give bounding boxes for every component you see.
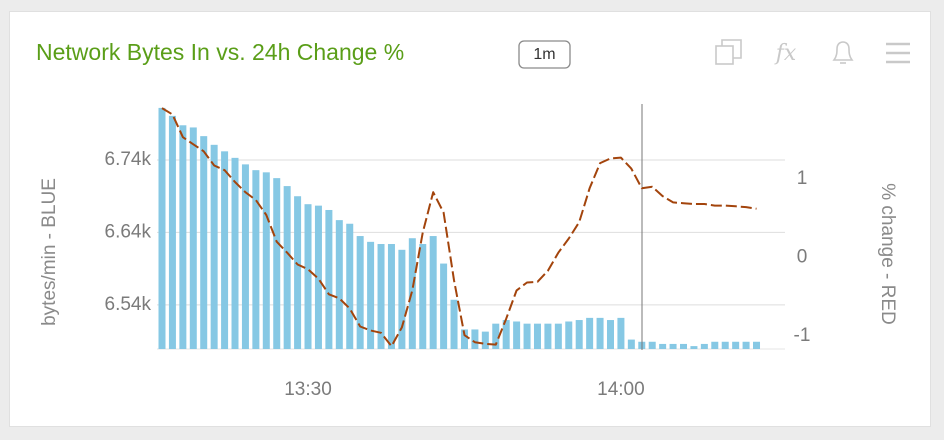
bar: [680, 343, 687, 349]
bar: [429, 236, 437, 349]
bar: [231, 157, 239, 349]
bar: [554, 323, 562, 349]
bar: [294, 196, 302, 349]
bar: [627, 339, 635, 349]
bar: [742, 341, 750, 349]
copy-icon[interactable]: [715, 39, 742, 65]
bar: [200, 136, 208, 349]
bar: [617, 317, 625, 349]
y-tick-label: 6.74k: [105, 149, 152, 170]
bar: [700, 343, 708, 349]
bar: [732, 341, 740, 349]
menu-icon[interactable]: [886, 42, 910, 64]
bar: [346, 223, 354, 349]
bar: [158, 107, 166, 349]
bar: [492, 323, 500, 349]
y-axis-label: bytes/min - BLUE: [39, 178, 60, 326]
bar: [377, 244, 385, 349]
bar: [356, 236, 364, 349]
bar: [544, 323, 552, 349]
bar: [669, 343, 677, 349]
bar: [419, 244, 427, 349]
bar: [367, 241, 375, 349]
bar: [753, 341, 761, 349]
bar: [471, 329, 479, 349]
x-tick-label: 14:00: [597, 379, 645, 400]
bar: [189, 127, 197, 350]
bar: [252, 170, 260, 349]
x-tick-label: 13:30: [284, 379, 332, 400]
y2-tick-label: -1: [794, 325, 811, 346]
y-tick-label: 6.54k: [105, 294, 152, 315]
y2-tick-label: 1: [797, 168, 808, 189]
bar: [387, 244, 395, 349]
bar: [450, 299, 458, 349]
bar: [481, 331, 489, 349]
bar: [533, 323, 541, 349]
bar: [575, 320, 583, 349]
bar: [335, 220, 343, 349]
chart-title: Network Bytes In vs. 24h Change %: [36, 39, 404, 65]
bar: [513, 321, 521, 349]
bar: [606, 320, 614, 349]
interval-label: 1m: [533, 46, 555, 63]
bar: [648, 341, 656, 349]
bar: [304, 204, 312, 349]
y2-axis-label: % change - RED: [877, 183, 898, 325]
bar: [711, 341, 719, 349]
alert-icon[interactable]: [832, 41, 854, 64]
bar: [460, 329, 468, 349]
line: [161, 107, 757, 348]
bar: [262, 172, 270, 349]
bar: [314, 205, 322, 349]
bar: [596, 317, 604, 349]
bar: [565, 321, 573, 349]
bar: [659, 343, 667, 349]
formula-icon[interactable]: fx: [774, 41, 797, 66]
bar: [398, 249, 406, 349]
bar: [721, 341, 729, 349]
y2-tick-label: 0: [797, 246, 808, 267]
y-tick-label: 6.64k: [105, 221, 152, 242]
bar: [283, 186, 291, 349]
bar: [168, 115, 176, 349]
bar: [586, 317, 594, 349]
bar: [690, 346, 698, 349]
bar: [502, 320, 510, 349]
interval-badge[interactable]: [518, 40, 571, 69]
bar: [523, 323, 531, 349]
bar: [179, 125, 187, 349]
bar: [241, 164, 249, 349]
bar: [210, 144, 218, 349]
bar: [273, 178, 281, 349]
bar: [440, 263, 448, 349]
bar: [221, 151, 229, 349]
bar: [325, 209, 333, 349]
